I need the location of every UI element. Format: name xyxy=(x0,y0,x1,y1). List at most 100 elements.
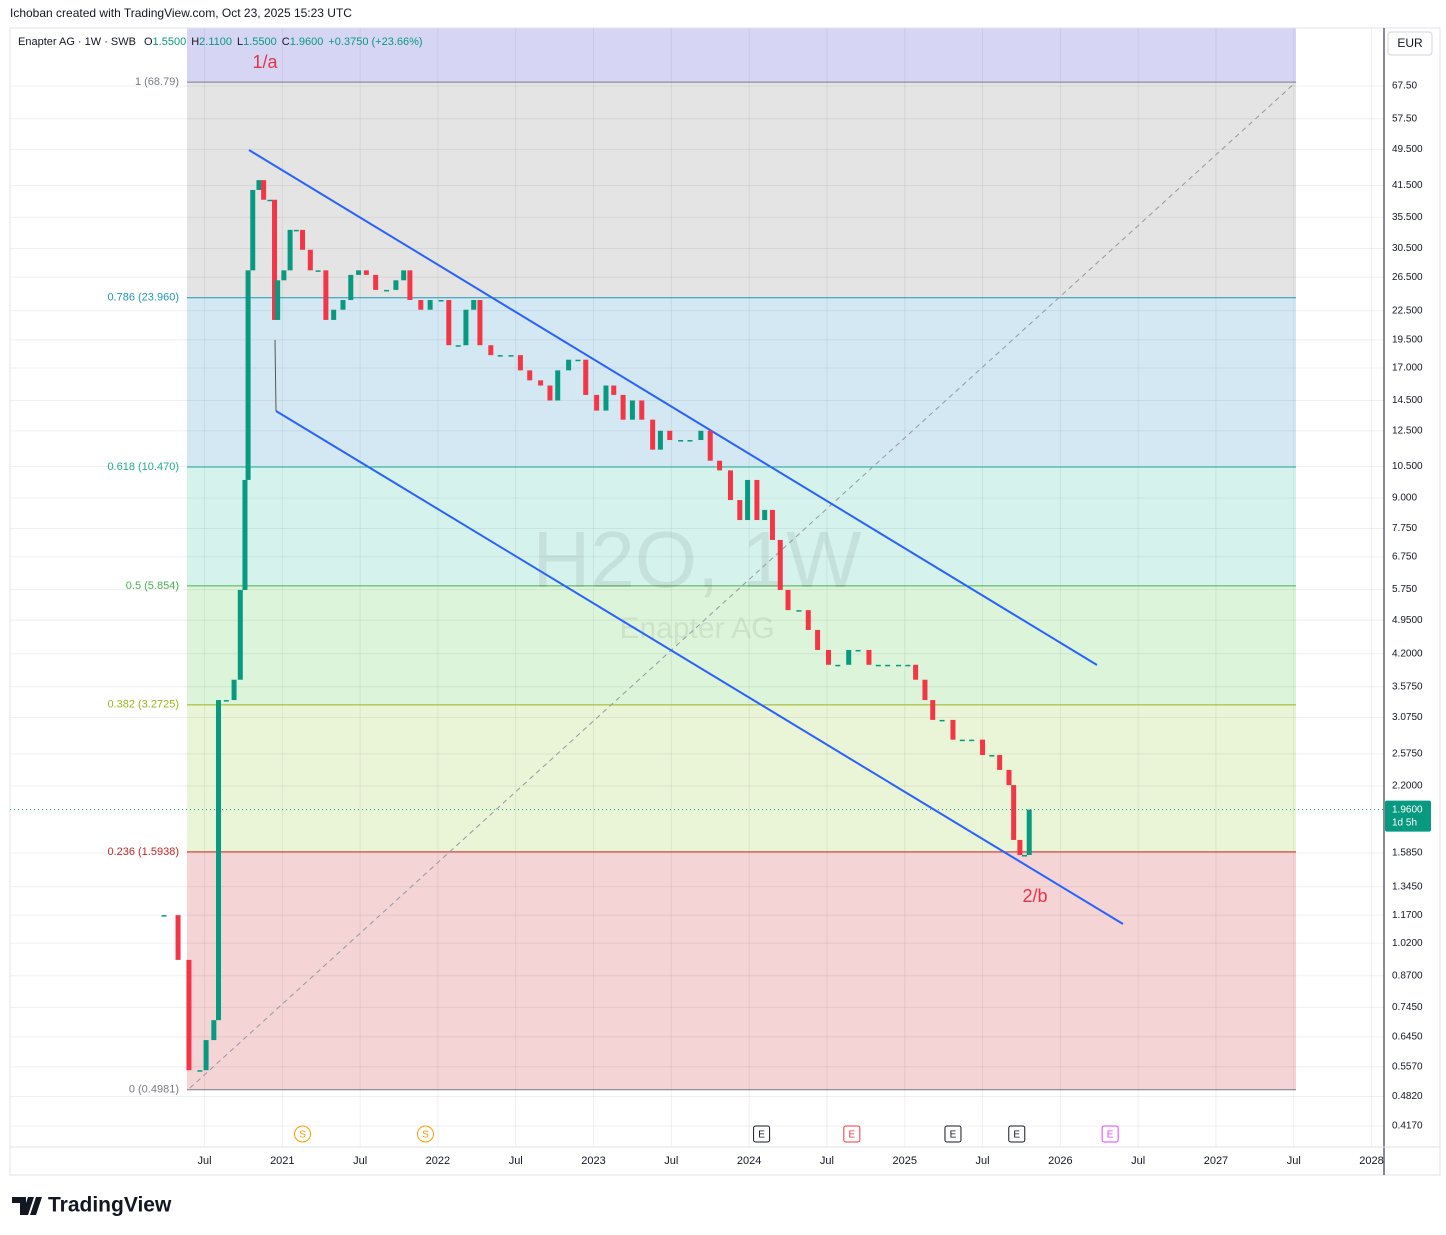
event-letter: E xyxy=(758,1130,765,1141)
fib-level-label: 0.5 (5.854) xyxy=(126,580,179,592)
x-tick-label: 2024 xyxy=(737,1155,761,1167)
event-icon[interactable] xyxy=(753,1125,771,1143)
event-icon[interactable] xyxy=(843,1125,861,1143)
candle xyxy=(547,385,553,401)
candle xyxy=(211,1020,217,1041)
x-tick-label: 2026 xyxy=(1048,1155,1072,1167)
ohlc-value: 1.5500 xyxy=(243,36,277,48)
candle xyxy=(175,915,181,960)
change: +0.3750 (+23.66%) xyxy=(328,36,422,48)
candle xyxy=(583,359,589,395)
fib-zone xyxy=(187,585,1296,705)
candle xyxy=(639,400,645,420)
candle xyxy=(307,249,313,271)
event-letter: S xyxy=(422,1130,429,1141)
candle xyxy=(250,189,256,271)
candle xyxy=(885,664,891,667)
candle xyxy=(446,300,452,346)
candle xyxy=(340,300,346,310)
event-icon[interactable] xyxy=(944,1125,962,1143)
logo: TradingView xyxy=(12,1194,172,1217)
candle xyxy=(777,539,783,590)
annotation: 1/a xyxy=(252,52,278,72)
event-icon[interactable] xyxy=(416,1125,434,1143)
attribution: Ichoban created with TradingView.com, Oc… xyxy=(10,6,352,20)
symbol-legend: Enapter AG · 1W · SWB O1.5500 H2.1100 L1.55… xyxy=(18,36,423,48)
y-tick-label: 7.750 xyxy=(1392,523,1417,534)
candle xyxy=(161,915,167,917)
fib-zone xyxy=(187,704,1296,852)
logo-icon xyxy=(12,1197,42,1215)
candle xyxy=(805,610,811,630)
x-tick-label: 2028 xyxy=(1359,1155,1383,1167)
x-tick-label: 2022 xyxy=(426,1155,450,1167)
candle xyxy=(698,430,704,441)
candle xyxy=(272,199,278,320)
candle xyxy=(231,679,237,701)
candle xyxy=(594,394,600,411)
candle xyxy=(930,700,936,720)
candle xyxy=(363,270,369,275)
event-letter: S xyxy=(299,1130,306,1141)
x-tick-label: Jul xyxy=(976,1155,990,1167)
candle xyxy=(275,280,281,320)
x-tick-label: 2025 xyxy=(892,1155,916,1167)
event-icon[interactable] xyxy=(294,1125,312,1143)
ohlc-key: H xyxy=(191,36,199,48)
watermark-title: H2O, 1W xyxy=(533,515,862,604)
channel-connector xyxy=(274,339,277,412)
y-tick-label: 1.5850 xyxy=(1392,848,1423,859)
candle xyxy=(1026,809,1032,855)
fib-trend-line xyxy=(189,81,1297,1089)
ohlc-value: 1.5500 xyxy=(153,36,187,48)
candle xyxy=(950,719,956,740)
candle xyxy=(373,274,379,290)
candle xyxy=(407,270,413,301)
currency[interactable]: EUR xyxy=(1397,36,1423,50)
y-tick-label: 22.500 xyxy=(1392,305,1423,316)
candle xyxy=(242,479,248,590)
candle xyxy=(348,274,354,301)
candle xyxy=(566,359,572,371)
candle xyxy=(256,180,262,190)
y-tick-label: 26.500 xyxy=(1392,272,1423,283)
candle xyxy=(315,270,321,272)
currency-box[interactable] xyxy=(1387,31,1433,56)
candle xyxy=(727,470,733,501)
event-letter: E xyxy=(950,1130,957,1141)
y-tick-label: 3.5750 xyxy=(1392,681,1423,692)
candle xyxy=(438,300,444,302)
y-tick-label: 0.7450 xyxy=(1392,1002,1423,1013)
x-tick-label: 2021 xyxy=(270,1155,294,1167)
candle xyxy=(356,270,362,275)
fib-zone xyxy=(187,28,1296,83)
candle xyxy=(896,664,902,667)
candle xyxy=(463,309,469,346)
event-icon[interactable] xyxy=(1008,1125,1026,1143)
event-letter: E xyxy=(1107,1130,1114,1141)
y-tick-label: 2.2000 xyxy=(1392,781,1423,792)
x-tick-label: 2027 xyxy=(1204,1155,1228,1167)
event-icon[interactable] xyxy=(1101,1125,1119,1143)
x-tick-label: Jul xyxy=(664,1155,678,1167)
last-price-label: 1.9600 xyxy=(1392,804,1423,815)
candle xyxy=(687,440,693,442)
y-tick-label: 1.0200 xyxy=(1392,938,1423,949)
candle xyxy=(1006,769,1012,786)
candle xyxy=(997,755,1003,770)
y-tick-label: 57.50 xyxy=(1392,113,1417,124)
candle xyxy=(508,355,514,357)
symbol: Enapter AG · 1W · SWB xyxy=(18,36,136,48)
candle xyxy=(825,649,831,665)
candle xyxy=(216,700,222,1021)
ohlc-key: O xyxy=(144,36,153,48)
candle xyxy=(875,664,881,667)
candle xyxy=(667,430,673,441)
candle xyxy=(293,229,299,232)
fib-zone xyxy=(187,467,1296,586)
countdown-label: 1d 5h xyxy=(1392,817,1417,828)
y-tick-label: 12.500 xyxy=(1392,425,1423,436)
candle xyxy=(497,355,503,357)
candle xyxy=(287,229,293,271)
